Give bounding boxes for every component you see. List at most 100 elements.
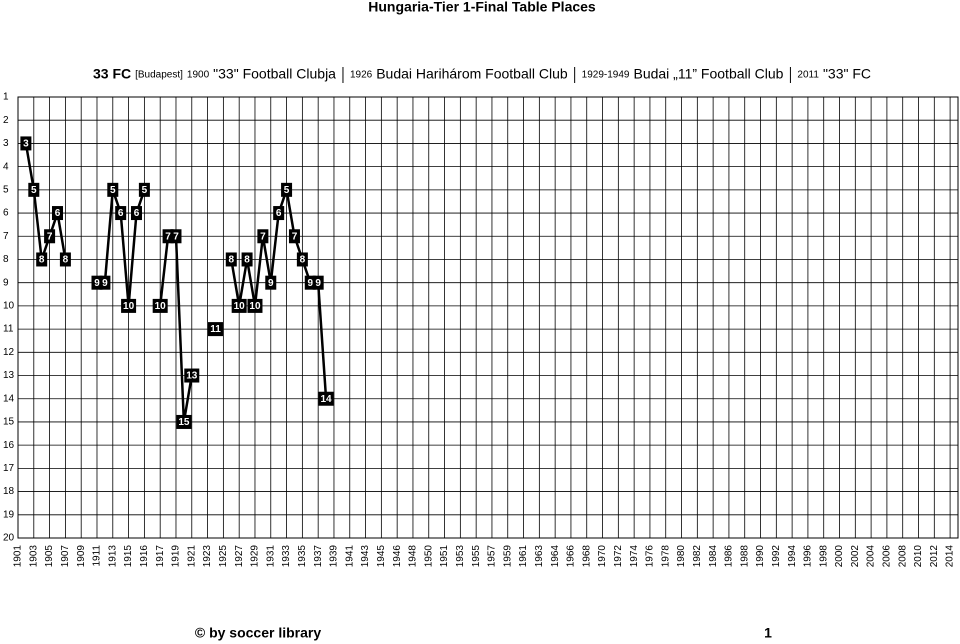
x-tick-label: 1939	[329, 545, 340, 568]
x-tick-label: 1964	[550, 545, 561, 568]
data-label: 3	[23, 139, 29, 150]
x-tick-label: 1943	[360, 545, 371, 568]
x-tick-label: 2002	[850, 545, 861, 568]
x-tick-label: 1998	[818, 545, 829, 568]
data-label: 9	[94, 278, 100, 289]
x-tick-label: 1925	[218, 545, 229, 568]
data-label-box	[247, 298, 263, 313]
x-tick-label: 1968	[581, 545, 592, 568]
data-label-box	[304, 275, 316, 290]
plot-border	[17, 96, 959, 539]
subtitle-part: Budai „11” Football Club	[633, 66, 783, 82]
y-tick-label: 16	[3, 440, 15, 451]
data-label: 7	[165, 231, 171, 242]
data-label-box	[231, 298, 247, 313]
data-label-box	[91, 275, 103, 290]
x-tick-label: 1970	[597, 545, 608, 568]
data-label-box	[318, 391, 334, 406]
y-tick-label: 19	[3, 509, 15, 520]
x-tick-label: 1937	[313, 545, 324, 568]
x-tick-label: 1957	[487, 545, 498, 568]
data-label: 9	[268, 278, 274, 289]
data-label-box	[281, 182, 293, 197]
data-label-box	[36, 252, 48, 267]
x-tick-label: 1917	[155, 545, 166, 568]
x-tick-label: 1963	[534, 545, 545, 568]
x-tick-label: 1959	[502, 545, 513, 568]
data-label-box	[130, 206, 142, 221]
data-label: 6	[55, 208, 61, 219]
data-label-box	[184, 368, 200, 383]
x-tick-label: 1966	[566, 545, 577, 568]
y-tick-label: 2	[3, 115, 9, 126]
data-label: 8	[63, 255, 69, 266]
data-label: 14	[321, 394, 333, 405]
x-tick-label: 2000	[834, 545, 845, 568]
data-label: 10	[155, 301, 167, 312]
subtitle-part: Budai Harihárom Football Club	[376, 66, 568, 82]
y-tick-label: 5	[3, 184, 9, 195]
data-label-box	[288, 229, 300, 244]
subtitle-part: 1929-1949	[582, 70, 630, 81]
x-tick-label: 1992	[771, 545, 782, 568]
data-label: 13	[186, 371, 198, 382]
y-tick-label: 14	[3, 393, 15, 404]
x-tick-label: 2010	[913, 545, 924, 568]
x-tick-label: 1907	[60, 545, 71, 568]
x-tick-label: 1986	[724, 545, 735, 568]
data-label-box	[121, 298, 137, 313]
x-tick-label: 2014	[945, 545, 956, 568]
subtitle-part: "33" FC	[823, 66, 871, 82]
data-label: 6	[118, 208, 124, 219]
data-label: 9	[315, 278, 321, 289]
x-tick-label: 1990	[755, 545, 766, 568]
data-label: 10	[234, 301, 246, 312]
data-label: 8	[300, 255, 306, 266]
data-label: 15	[178, 417, 190, 428]
x-tick-label: 1988	[739, 545, 750, 568]
subtitle-part: "33" Football Clubja	[213, 66, 336, 82]
x-tick-label: 2008	[897, 545, 908, 568]
data-label-box	[273, 206, 285, 221]
x-tick-label: 1923	[202, 545, 213, 568]
chart-title: Hungaria-Tier 1-Final Table Places	[368, 0, 596, 15]
x-tick-label: 1953	[455, 545, 466, 568]
data-label-box	[176, 414, 192, 429]
data-label: 10	[249, 301, 261, 312]
y-tick-label: 17	[3, 463, 15, 474]
data-label-box	[312, 275, 324, 290]
y-tick-label: 15	[3, 417, 15, 428]
data-label: 7	[260, 231, 266, 242]
y-tick-label: 1	[3, 92, 9, 103]
y-tick-label: 11	[3, 324, 14, 335]
y-tick-label: 4	[3, 161, 9, 172]
subtitle-part: 1900	[187, 70, 210, 81]
y-tick-label: 20	[3, 533, 15, 544]
data-label: 5	[31, 185, 37, 196]
data-label: 5	[110, 185, 116, 196]
x-tick-label: 1911	[92, 545, 103, 567]
data-label-box	[20, 136, 32, 151]
data-label-box	[51, 206, 63, 221]
x-tick-label: 1945	[376, 545, 387, 568]
x-tick-label: 1915	[123, 545, 134, 568]
x-tick-label: 1901	[13, 545, 24, 568]
subtitle-part: [Budapest]	[135, 70, 183, 81]
x-tick-label: 1974	[629, 545, 640, 568]
subtitle-part: 33 FC	[93, 66, 131, 82]
data-label-box	[265, 275, 277, 290]
footer-credit: © by soccer library	[195, 625, 321, 641]
x-tick-label: 1935	[297, 545, 308, 568]
y-tick-label: 8	[3, 254, 9, 265]
data-label: 5	[284, 185, 290, 196]
y-tick-label: 13	[3, 370, 15, 381]
data-label-box	[207, 322, 223, 337]
y-tick-label: 12	[3, 347, 15, 358]
data-label: 6	[276, 208, 282, 219]
data-label-box	[152, 298, 168, 313]
data-label-box	[59, 252, 71, 267]
x-tick-label: 1984	[708, 545, 719, 568]
page-number: 1	[764, 625, 772, 641]
x-tick-label: 1996	[803, 545, 814, 568]
